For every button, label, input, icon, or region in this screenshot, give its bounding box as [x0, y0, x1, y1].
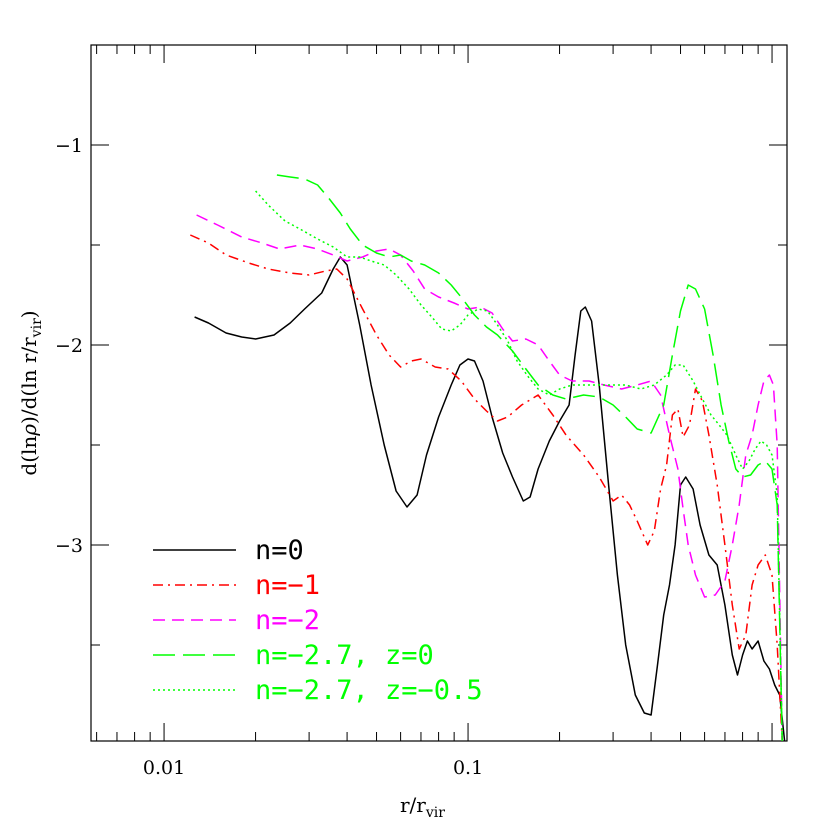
series-line-0 [194, 256, 786, 741]
y-axis-title: d(lnρ)/d(ln r/rvir) [17, 310, 45, 475]
plot-frame [90, 44, 788, 742]
legend: n=0 n=−1 n=−2 n=−2.7, z=0 n=−2.7, z=−0.5 [153, 535, 483, 706]
y-tick-label: −2 [55, 335, 83, 357]
y-axis-title-sub: vir [29, 318, 45, 338]
x-axis-title-main: r/r [400, 793, 426, 817]
x-axis-title-sub: vir [425, 805, 445, 821]
y-axis-title-part-3: )/d(ln r/r [17, 337, 41, 424]
legend-label-4: n=−2.7, z=−0.5 [255, 675, 483, 706]
legend-label-1: n=−1 [255, 570, 320, 601]
legend-label-0: n=0 [255, 535, 304, 566]
y-tick-label: −1 [55, 135, 83, 157]
y-axis-title-rho: ρ [17, 424, 41, 437]
series-line-3 [276, 174, 783, 741]
series-line-2 [196, 214, 783, 741]
x-tick-label: 0.01 [143, 757, 185, 779]
series-line-4 [255, 190, 783, 741]
axis-ticks [91, 44, 787, 741]
y-tick-label: −3 [55, 535, 83, 557]
legend-label-2: n=−2 [255, 605, 320, 636]
x-axis-title: r/rvir [400, 793, 445, 821]
y-axis-title-close: ) [17, 310, 41, 318]
y-axis-title-part-1: d(ln [17, 436, 41, 476]
series-line-1 [189, 234, 783, 741]
x-tick-label: 0.1 [453, 757, 483, 779]
tick-labels: 0.01 0.1 −1 −2 −3 [55, 135, 483, 779]
legend-label-3: n=−2.7, z=0 [255, 640, 434, 671]
series-layer [189, 174, 786, 741]
